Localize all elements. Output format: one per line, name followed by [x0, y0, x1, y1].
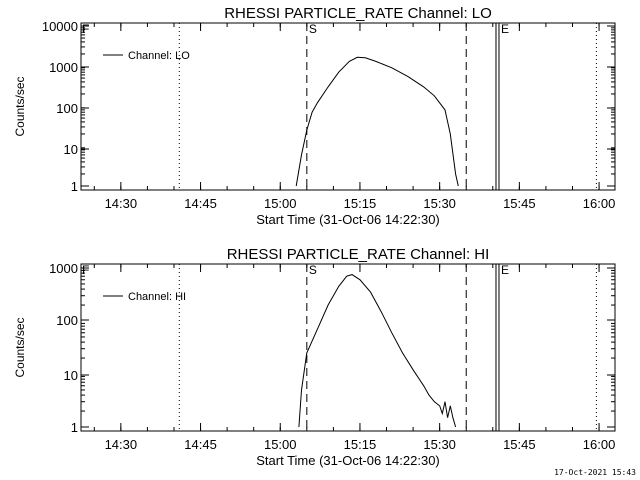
legend-label: Channel: LO [128, 50, 190, 62]
corner-flag-label: F [82, 263, 89, 277]
x-tick-label: 14:45 [184, 196, 217, 211]
x-tick-label: 15:45 [503, 437, 536, 452]
y-axis-label: Counts/sec [13, 76, 27, 136]
series-line [298, 274, 457, 428]
x-axis-label: Start Time (31-Oct-06 14:22:30) [256, 453, 440, 468]
marker-label: E [501, 263, 509, 277]
chart-title: RHESSI PARTICLE_RATE Channel: LO [224, 5, 492, 22]
y-tick-label: 1000 [49, 60, 78, 75]
y-tick-label: 10 [64, 368, 78, 383]
x-tick-label: 15:30 [423, 437, 456, 452]
x-tick-label: 14:45 [184, 437, 217, 452]
series-line [295, 56, 459, 187]
plot-frame [80, 22, 616, 191]
footer-timestamp: 17-Oct-2021 15:43 [554, 468, 636, 477]
y-tick-label: 100 [56, 313, 78, 328]
chart-title: RHESSI PARTICLE_RATE Channel: HI [227, 246, 490, 263]
y-tick-label: 1 [71, 420, 78, 435]
x-tick-label: 16:00 [583, 437, 616, 452]
x-tick-label: 15:00 [264, 196, 297, 211]
corner-flag-label: F [82, 22, 89, 36]
x-tick-label: 15:15 [344, 196, 377, 211]
x-axis-label: Start Time (31-Oct-06 14:22:30) [256, 212, 440, 227]
x-tick-label: 15:45 [503, 196, 536, 211]
y-tick-label: 1000 [49, 261, 78, 276]
panel-lo: RHESSI PARTICLE_RATE Channel: LO Counts/s… [13, 5, 616, 227]
marker-label: S [309, 22, 317, 36]
x-tick-label: 15:15 [344, 437, 377, 452]
y-tick-label: 100 [56, 101, 78, 116]
plot-frame [80, 263, 616, 432]
marker-label: S [309, 263, 317, 277]
marker-label: E [501, 22, 509, 36]
y-tick-label: 10 [64, 142, 78, 157]
x-tick-label: 15:00 [264, 437, 297, 452]
x-tick-label: 14:30 [105, 437, 138, 452]
x-tick-label: 15:30 [423, 196, 456, 211]
panel-hi: RHESSI PARTICLE_RATE Channel: HI Counts/s… [13, 246, 616, 468]
legend-label: Channel: HI [128, 291, 186, 303]
y-tick-label: 10000 [42, 19, 78, 34]
y-tick-label: 1 [71, 179, 78, 194]
y-axis-label: Counts/sec [13, 317, 27, 377]
x-tick-label: 14:30 [105, 196, 138, 211]
x-tick-label: 16:00 [583, 196, 616, 211]
